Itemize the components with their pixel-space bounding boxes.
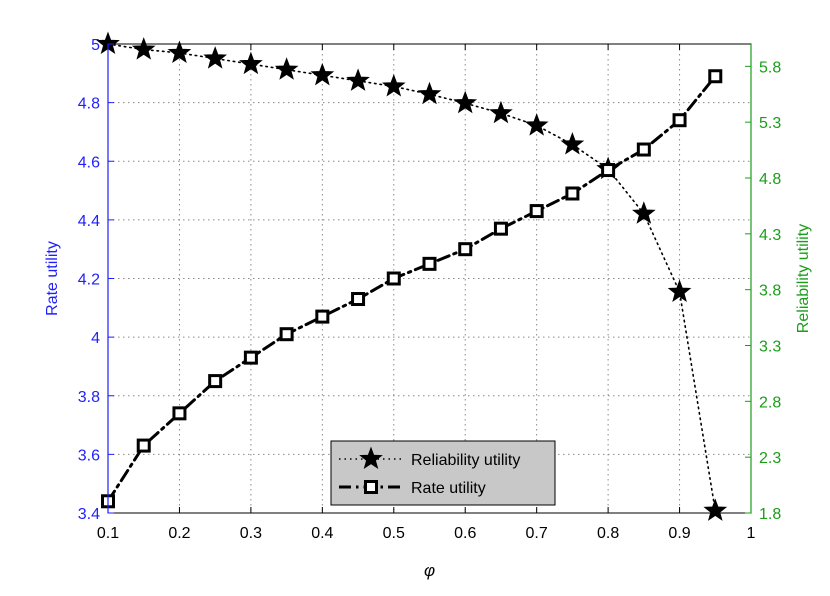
y-right-tick-label: 5.3 [759, 115, 781, 132]
series-reliability [96, 31, 728, 521]
x-tick-label: 0.6 [454, 525, 476, 542]
y-left-tick-label: 3.8 [78, 389, 100, 406]
star-marker [524, 113, 549, 136]
y-left-tick-label: 4.4 [78, 213, 100, 230]
square-marker [243, 350, 258, 365]
x-tick-label: 0.5 [383, 525, 405, 542]
y-left-tick-label: 3.6 [78, 447, 100, 464]
square-marker [636, 142, 651, 157]
star-marker [346, 68, 370, 91]
legend-square-marker [364, 480, 378, 494]
square-marker [279, 327, 294, 342]
x-tick-label: 0.8 [597, 525, 619, 542]
star-marker [667, 279, 692, 302]
square-marker [493, 221, 508, 236]
y-left-tick-label: 4.8 [78, 96, 100, 113]
legend-label: Rate utility [411, 480, 486, 497]
x-tick-label: 0.2 [168, 525, 190, 542]
star-marker [632, 201, 656, 224]
square-marker [529, 204, 544, 219]
y-right-tick-label: 1.8 [759, 506, 781, 523]
square-marker [601, 163, 616, 178]
square-marker [708, 69, 723, 84]
x-axis-label: φ [424, 561, 435, 580]
star-marker [560, 132, 585, 155]
y-axis-right-label: Reliability utility [795, 224, 812, 333]
y-left-tick-label: 4 [91, 330, 100, 347]
legend-box [330, 440, 556, 506]
square-marker [422, 256, 437, 271]
star-marker [203, 46, 227, 69]
square-marker [172, 406, 187, 421]
legend-label: Reliability utility [411, 452, 520, 469]
star-marker [310, 62, 335, 86]
square-marker [672, 113, 687, 128]
series-rate [101, 69, 723, 509]
star-marker [131, 37, 156, 60]
x-tick-label: 0.4 [311, 525, 333, 542]
square-marker [136, 438, 151, 453]
square-marker [565, 186, 580, 201]
y-right-tick-label: 4.8 [759, 171, 781, 188]
square-marker [386, 271, 401, 286]
star-marker [489, 100, 513, 124]
star-marker [167, 40, 192, 63]
x-tick-label: 1 [747, 525, 756, 542]
legend-entry: Reliability utility [339, 446, 520, 470]
y-left-tick-label: 5 [91, 37, 100, 54]
series-line [106, 74, 717, 503]
y-right-tick-label: 2.8 [759, 394, 781, 411]
star-marker [381, 73, 406, 97]
star-marker [417, 81, 442, 105]
star-marker [703, 498, 728, 521]
y-right-tick-label: 3.8 [759, 283, 781, 300]
star-marker [274, 57, 299, 80]
legend-entry: Rate utility [339, 480, 486, 497]
grid [108, 44, 751, 513]
legend-star-marker [359, 446, 383, 470]
y-axis-left-label: Rate utility [44, 241, 61, 316]
y-left-tick-label: 4.6 [78, 154, 100, 171]
y-left-tick-label: 4.2 [78, 272, 100, 289]
square-marker [351, 292, 366, 307]
y-right-tick-label: 4.3 [759, 227, 781, 244]
x-tick-label: 0.7 [526, 525, 548, 542]
star-marker [239, 51, 263, 75]
legend: Reliability utility Rate utility [330, 440, 556, 506]
y-left-tick-label: 3.4 [78, 506, 100, 523]
y-right-tick-label: 2.3 [759, 450, 781, 467]
square-marker [208, 374, 223, 389]
x-tick-label: 0.3 [240, 525, 262, 542]
square-marker [315, 309, 330, 324]
y-right-tick-label: 5.8 [759, 59, 781, 76]
series-line [107, 43, 717, 512]
series-layer [96, 31, 728, 521]
square-marker [458, 242, 473, 257]
legend-entries: Reliability utility Rate utility [339, 446, 520, 497]
x-tick-label: 0.1 [97, 525, 119, 542]
y-right-tick-label: 3.3 [759, 339, 781, 356]
x-tick-label: 0.9 [668, 525, 690, 542]
axes: 0.1 0.2 0.3 0.4 0.5 0.6 0.7 0.8 0.9 1 3.4 3.6 3.8 4 4.… [78, 37, 782, 542]
star-marker [453, 90, 478, 114]
